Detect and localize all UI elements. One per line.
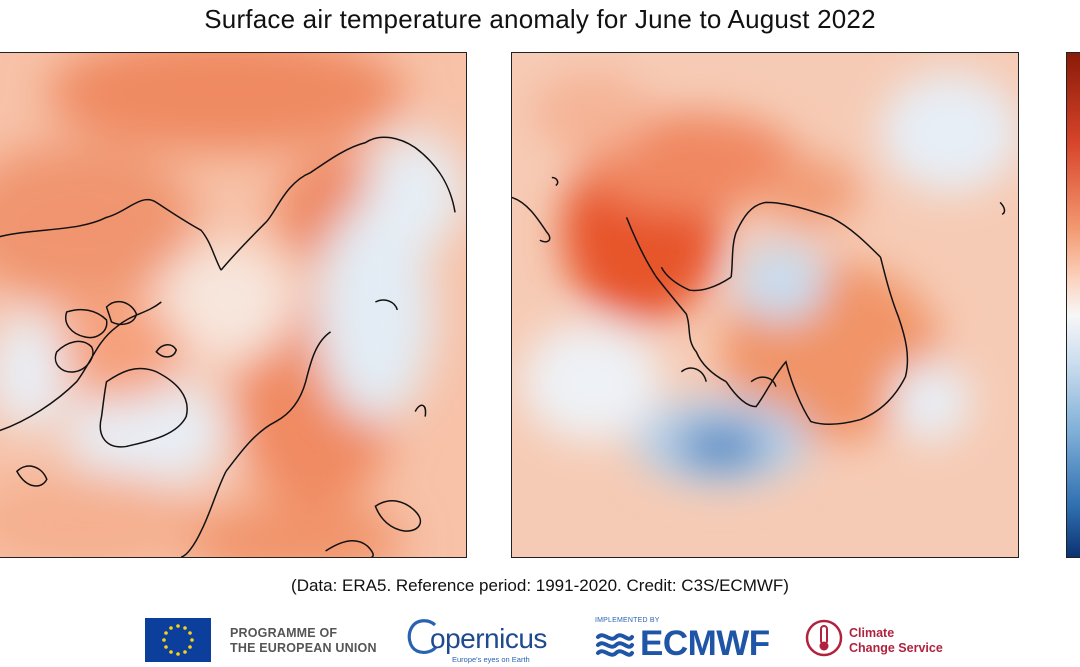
ecmwf-logo-text: ECMWF <box>640 624 770 663</box>
ecmwf-symbol-icon <box>596 633 634 657</box>
arctic-anomaly-map <box>0 52 467 558</box>
credit-text: (Data: ERA5. Reference period: 1991-2020… <box>291 576 789 595</box>
colorbar <box>1066 52 1080 558</box>
eu-line-1: PROGRAMME OF <box>230 626 338 640</box>
copernicus-c-icon <box>407 619 438 654</box>
antarctic-anomaly-map <box>511 52 1019 558</box>
ccs-line-2: Change Service <box>849 641 943 655</box>
eu-programme-text: PROGRAMME OF THE EUROPEAN UNION <box>230 626 377 656</box>
climate-change-service-text: Climate Change Service <box>849 626 943 656</box>
climate-change-service-icon <box>805 619 843 657</box>
page-title: Surface air temperature anomaly for June… <box>204 4 876 34</box>
implemented-by-text: IMPLEMENTED BY <box>595 617 660 624</box>
copernicus-tagline: Europe's eyes on Earth <box>452 655 530 664</box>
ccs-line-1: Climate <box>849 626 895 640</box>
eu-flag-logo <box>145 618 211 662</box>
eu-line-2: THE EUROPEAN UNION <box>230 641 377 655</box>
copernicus-logo-text: opernicus <box>430 623 547 654</box>
